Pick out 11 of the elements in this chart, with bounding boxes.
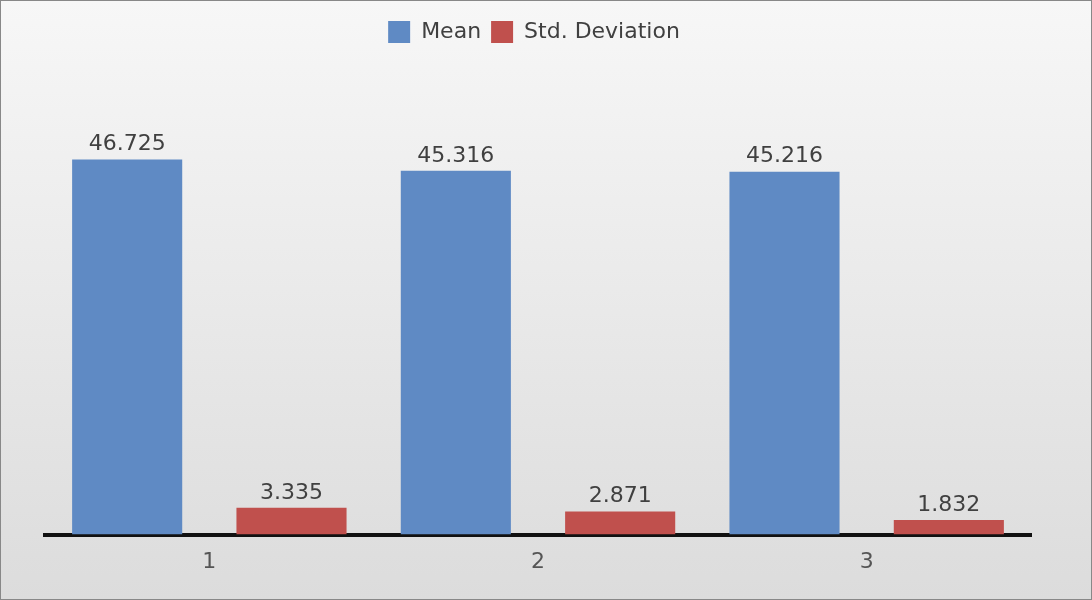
data-label: 2.871 — [588, 482, 652, 508]
data-label: 46.725 — [88, 130, 166, 156]
x-tick-label: 3 — [859, 547, 874, 573]
legend-label: Std. Deviation — [524, 17, 680, 43]
data-label: 45.316 — [417, 141, 495, 167]
data-label: 3.335 — [260, 478, 323, 504]
legend-label: Mean — [421, 17, 482, 43]
data-label: 1.832 — [917, 490, 981, 516]
x-tick-label: 2 — [531, 547, 545, 573]
x-tick-label: 1 — [202, 547, 217, 573]
data-label: 45.216 — [746, 142, 823, 168]
